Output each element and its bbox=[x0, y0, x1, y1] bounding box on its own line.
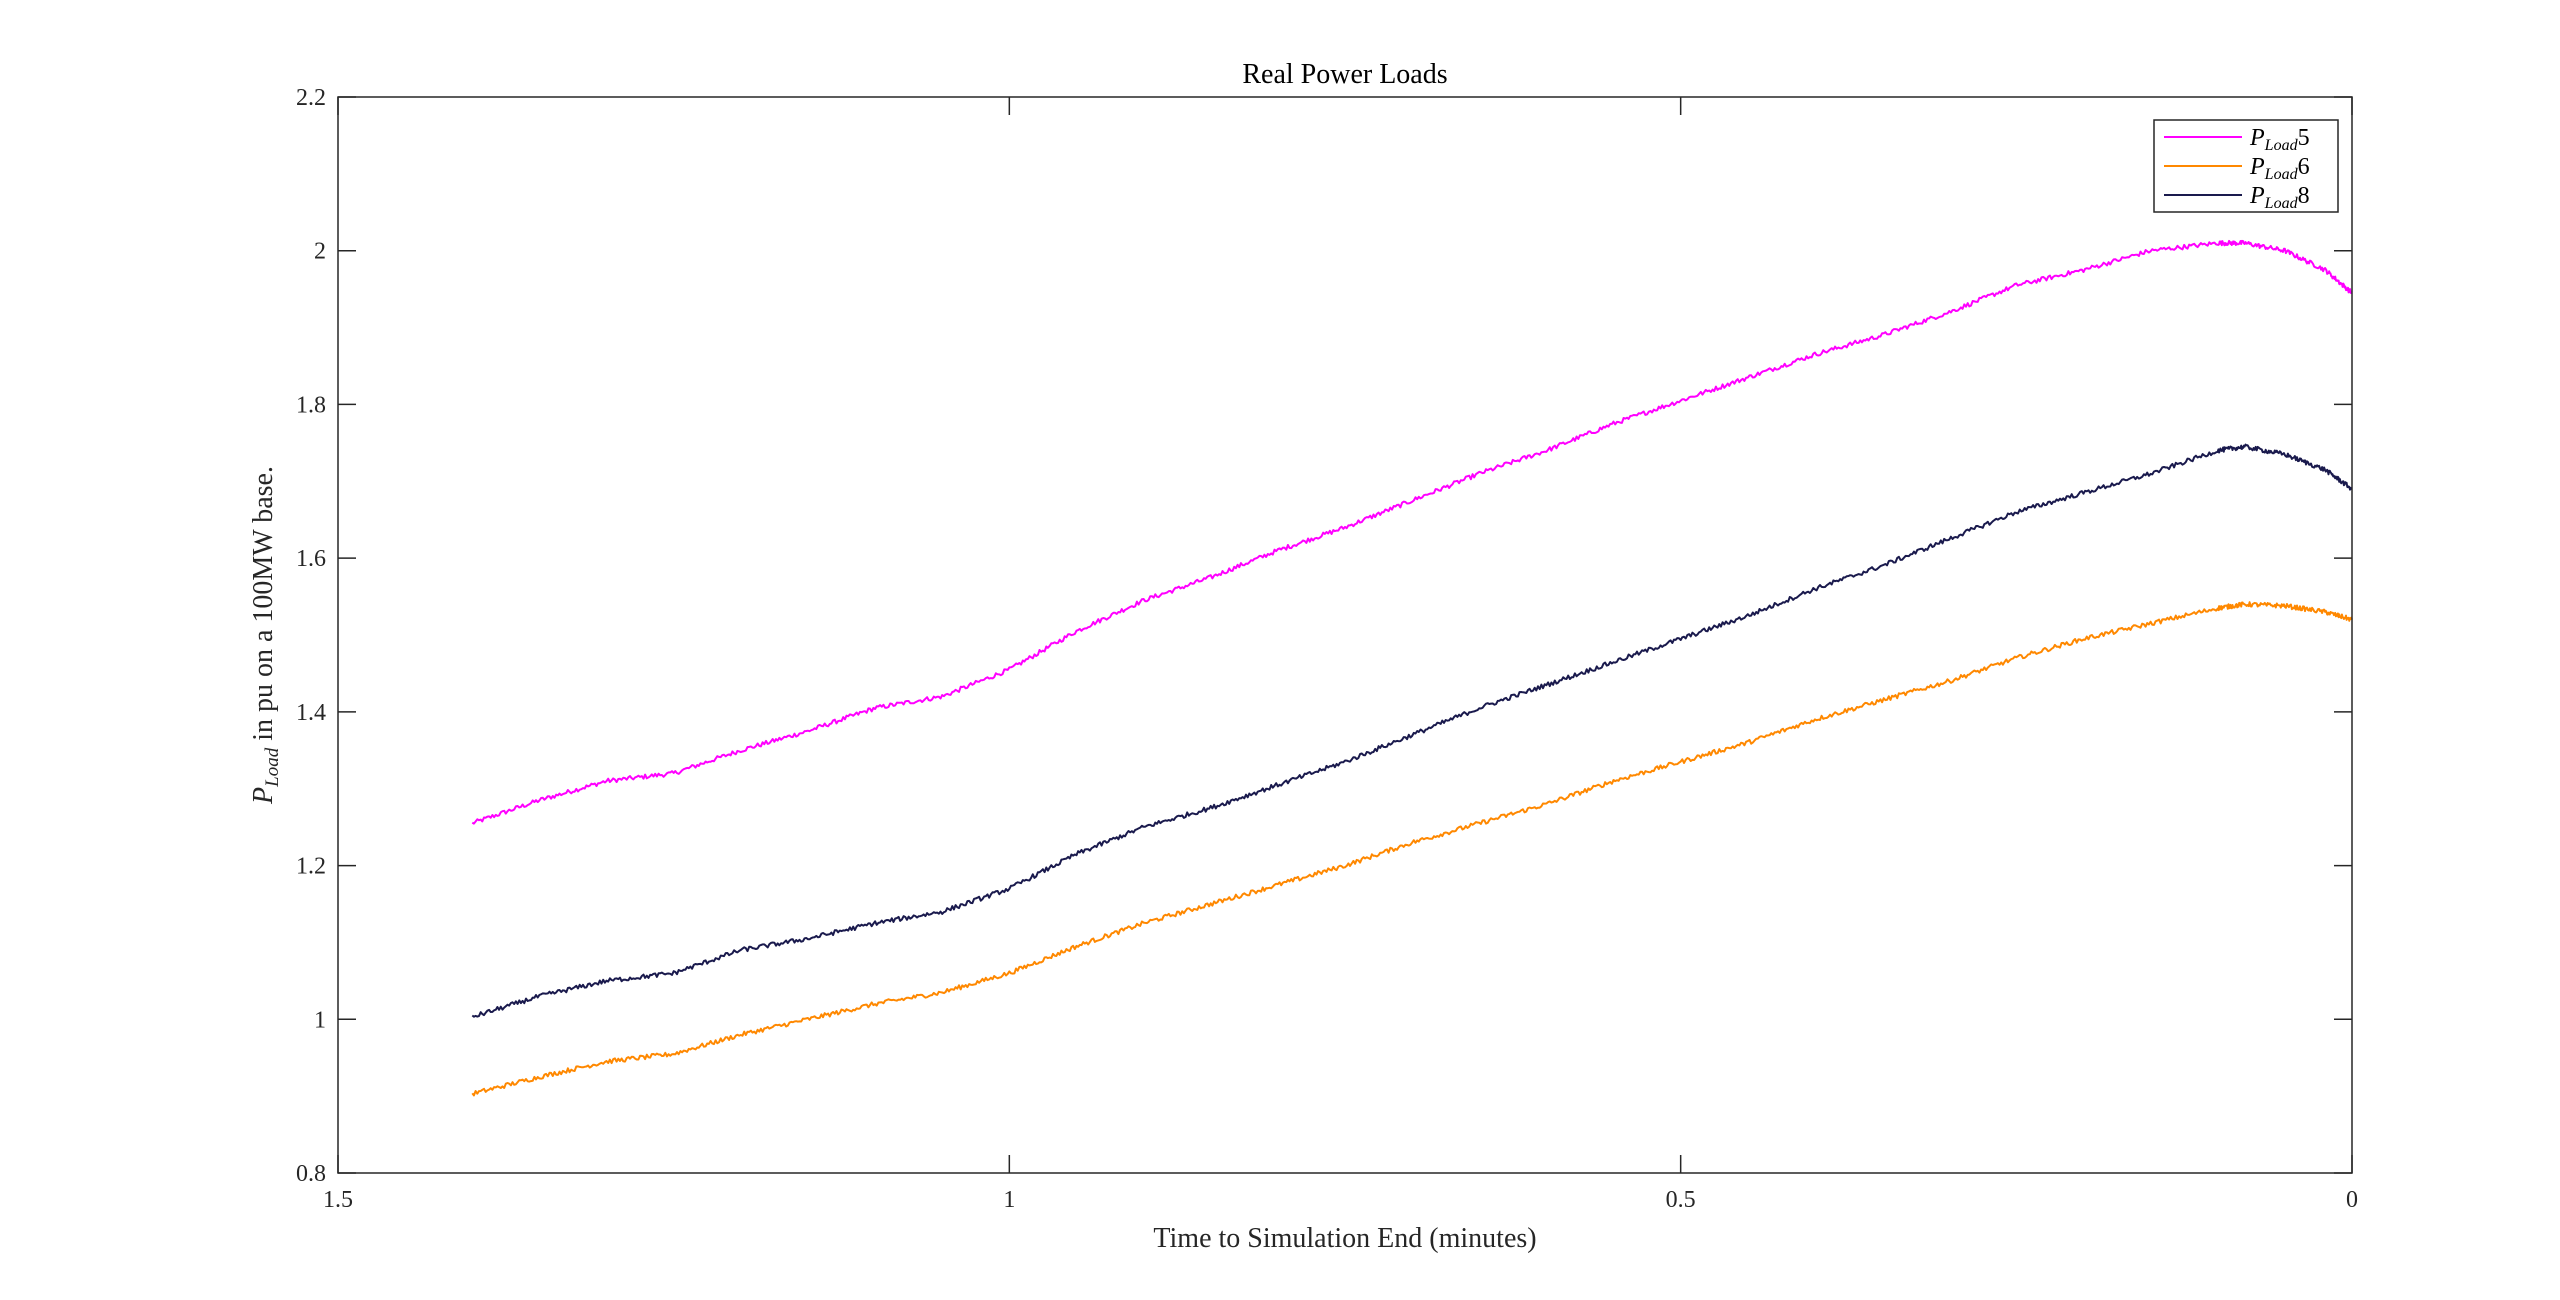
legend-label-symbol: P bbox=[2249, 154, 2265, 180]
legend-label-subscript: Load bbox=[2264, 137, 2299, 154]
y-tick-label: 1.6 bbox=[296, 546, 326, 572]
legend-label-subscript: Load bbox=[2264, 166, 2299, 183]
x-tick-label: 1.5 bbox=[323, 1187, 353, 1213]
legend-item-6: PLoad6 bbox=[2164, 154, 2310, 183]
series-lines bbox=[471, 239, 2353, 1097]
axes-box bbox=[337, 96, 2353, 1174]
plot-area bbox=[338, 97, 2352, 1173]
y-axis-title: PLoad in pu on a 100MW base. bbox=[248, 466, 283, 805]
legend-label: PLoad8 bbox=[2249, 183, 2310, 212]
y-tick-label: 2.2 bbox=[296, 85, 326, 111]
x-tick-label: 1 bbox=[1003, 1187, 1015, 1213]
legend-item-8: PLoad8 bbox=[2164, 183, 2310, 212]
x-tick-label: 0 bbox=[2346, 1187, 2358, 1213]
legend-label-suffix: 8 bbox=[2298, 183, 2310, 209]
legend-label: PLoad6 bbox=[2249, 154, 2310, 183]
y-tick-label: 1.8 bbox=[296, 392, 326, 418]
legend-label-subscript: Load bbox=[2264, 195, 2299, 212]
x-axis-title: Time to Simulation End (minutes) bbox=[1153, 1223, 1536, 1254]
legend-label: PLoad5 bbox=[2249, 125, 2310, 154]
y-axis-ticks: 0.8 1 1.2 1.4 1.6 1.8 2 2.2 bbox=[296, 85, 2352, 1187]
y-tick-label: 0.8 bbox=[296, 1161, 326, 1187]
legend-label-suffix: 6 bbox=[2298, 154, 2310, 180]
y-tick-label: 1.2 bbox=[296, 854, 326, 880]
series-line-8 bbox=[471, 443, 2353, 1018]
x-axis-ticks: 1.5 1 0.5 0 bbox=[323, 97, 2358, 1213]
chart-title: Real Power Loads bbox=[1242, 59, 1447, 90]
series-line-6 bbox=[471, 601, 2353, 1097]
y-axis-title-rest: in pu on a 100MW base. bbox=[248, 466, 279, 748]
y-tick-label: 1.4 bbox=[296, 700, 326, 726]
legend-item-5: PLoad5 bbox=[2164, 125, 2310, 154]
y-tick-label: 1 bbox=[314, 1007, 326, 1033]
legend-label-suffix: 5 bbox=[2298, 125, 2310, 151]
y-axis-title-subscript: Load bbox=[262, 747, 283, 788]
y-axis-title-symbol: P bbox=[248, 787, 279, 805]
y-tick-label: 2 bbox=[314, 239, 326, 265]
legend-label-symbol: P bbox=[2249, 183, 2265, 209]
x-tick-label: 0.5 bbox=[1666, 1187, 1696, 1213]
series-line-5 bbox=[471, 239, 2353, 825]
legend-label-symbol: P bbox=[2249, 125, 2265, 151]
